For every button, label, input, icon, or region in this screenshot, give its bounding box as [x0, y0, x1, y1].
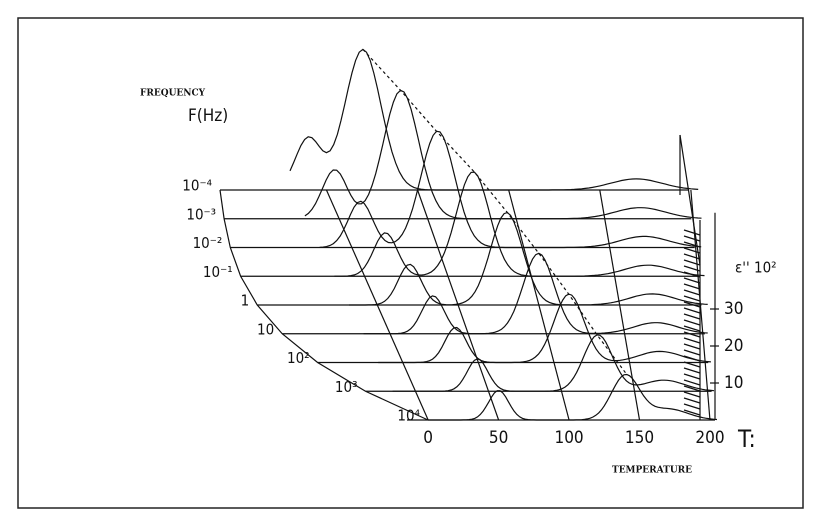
hatch — [683, 385, 701, 392]
hatch — [683, 337, 701, 344]
y-tick-label: 10 — [257, 320, 274, 338]
curve — [334, 171, 705, 277]
z-tick-label: 10 — [724, 373, 743, 393]
hatch — [683, 343, 701, 350]
y-tick-label: 10⁻³ — [186, 205, 216, 223]
z-plane-edge — [679, 134, 701, 266]
curve — [407, 373, 718, 421]
x-tick-label: 150 — [625, 428, 654, 448]
hatch — [683, 253, 701, 260]
curve — [378, 293, 711, 364]
hatch — [683, 361, 701, 368]
frame — [17, 17, 804, 509]
curve — [319, 130, 702, 249]
x-axis-symbol: T: — [737, 425, 756, 453]
hatch — [683, 229, 701, 236]
hatch — [683, 325, 701, 332]
left-edge — [219, 189, 429, 421]
z-axis-title: ε'' 10² — [735, 259, 777, 277]
y-tick-label: 10⁻² — [193, 234, 223, 252]
x-axis-title: TEMPERATURE — [612, 466, 692, 476]
x-tick-label: 50 — [489, 428, 508, 448]
hatch — [683, 319, 701, 326]
curve — [363, 252, 708, 335]
y-tick-label: 10³ — [335, 378, 358, 396]
x-tick-label: 200 — [695, 428, 724, 448]
y-axis-unit: F(Hz) — [188, 106, 228, 126]
hatch — [683, 403, 701, 410]
grid-line — [325, 189, 429, 421]
y-tick-label: 10² — [287, 349, 310, 367]
hatch — [683, 331, 701, 338]
hatch — [683, 283, 701, 290]
hatch — [683, 265, 701, 272]
hatch — [683, 271, 701, 278]
y-tick-label: 10⁻¹ — [203, 263, 233, 281]
hatch — [683, 301, 701, 308]
grid-line — [599, 189, 641, 421]
hatch — [683, 307, 701, 314]
x-tick-label: 100 — [554, 428, 583, 448]
hatch — [683, 295, 701, 302]
curve — [304, 89, 702, 220]
z-tick-label: 20 — [724, 336, 743, 356]
grid-line — [416, 189, 500, 421]
curve — [289, 48, 699, 191]
curve — [392, 334, 715, 392]
hatch — [683, 373, 701, 380]
hatch — [683, 259, 701, 266]
grid-line — [690, 189, 711, 421]
hatch — [683, 397, 701, 404]
hatch — [683, 277, 701, 284]
hatch — [683, 379, 701, 386]
hatch — [683, 241, 701, 248]
grid-line — [508, 189, 570, 421]
hatch — [683, 289, 701, 296]
y-tick-label: 10⁻⁴ — [182, 177, 212, 195]
peak-trace — [362, 48, 628, 375]
z-tick-label: 30 — [724, 299, 743, 319]
y-tick-label: 1 — [241, 292, 250, 310]
curve — [349, 211, 708, 306]
hatch — [683, 409, 701, 416]
y-tick-label: 10⁴ — [397, 407, 420, 425]
hatch — [683, 235, 701, 242]
hatch — [683, 391, 701, 398]
hatch — [683, 247, 701, 254]
hatch — [683, 349, 701, 356]
hatch — [683, 355, 701, 362]
x-tick-label: 0 — [423, 428, 433, 448]
hatch — [683, 313, 701, 320]
hatch — [683, 367, 701, 374]
y-axis-title: FREQUENCY — [140, 89, 206, 99]
